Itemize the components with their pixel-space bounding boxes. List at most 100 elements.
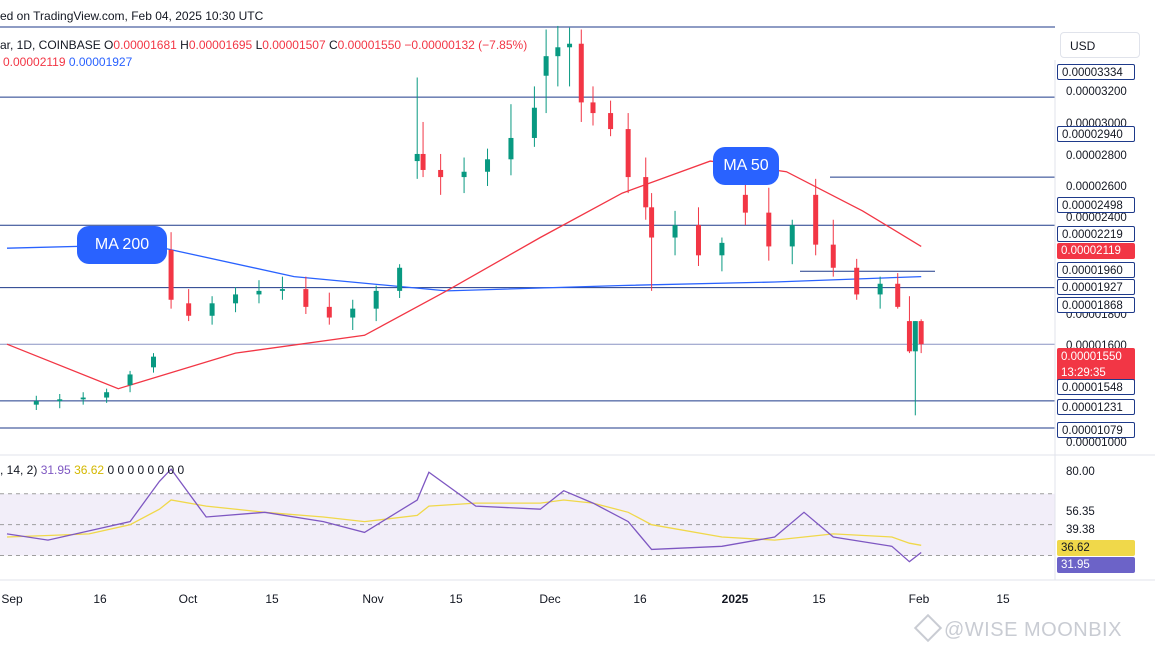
- candle-body: [397, 267, 403, 291]
- candle-body: [590, 102, 596, 114]
- price-level-label: 0.00002119: [1057, 243, 1135, 259]
- candle-body: [279, 289, 285, 291]
- price-tick: 0.00002800: [1066, 150, 1127, 162]
- open-value: 0.00001681: [113, 38, 177, 52]
- candle-body: [643, 177, 649, 208]
- symbol-label[interactable]: ar, 1D, COINBASE: [0, 38, 101, 52]
- time-tick: 16: [633, 592, 647, 606]
- published-info: ed on TradingView.com, Feb 04, 2025 10:3…: [0, 9, 264, 23]
- candle-body: [854, 267, 860, 295]
- watermark-text: @WISE MOONBIX: [944, 619, 1122, 641]
- price-level-label: 0.00001927: [1057, 279, 1135, 295]
- binance-logo-icon: [913, 613, 943, 643]
- price-level-label: 0.00001548: [1057, 379, 1135, 395]
- candle-body: [33, 401, 39, 405]
- candle-body: [649, 207, 655, 238]
- candle-body: [695, 225, 701, 256]
- close-label: C: [329, 38, 338, 52]
- time-tick: 15: [265, 592, 279, 606]
- candle-body: [461, 171, 467, 178]
- price-level-value: 0.00001927: [1062, 282, 1123, 294]
- low-value: 0.00001507: [262, 38, 326, 52]
- rsi-legend-value: 31.95: [40, 463, 71, 477]
- price-level-value: 0.00003334: [1062, 67, 1123, 79]
- rsi-ma-line: [6, 499, 922, 546]
- candle-body: [485, 159, 491, 172]
- price-level-label: 0.00001868: [1057, 297, 1135, 313]
- rsi-ma-legend-value: 36.62: [74, 463, 105, 477]
- candle-body: [906, 321, 912, 352]
- candle-body: [127, 374, 133, 386]
- candle-body: [168, 249, 174, 300]
- price-level-value: 0.00001550: [1061, 351, 1122, 363]
- ma200-annotation: MA 200: [77, 226, 167, 264]
- time-tick: 15: [996, 592, 1010, 606]
- candle-body: [813, 194, 819, 245]
- candle-body: [209, 303, 215, 316]
- time-tick: Nov: [362, 592, 384, 606]
- candle-body: [438, 169, 444, 178]
- time-tick: Sep: [1, 592, 23, 606]
- candle-body: [830, 244, 836, 268]
- time-tick: 16: [93, 592, 107, 606]
- high-label: H: [180, 38, 189, 52]
- price-level-value: 0.00002119: [1061, 245, 1121, 257]
- currency-button[interactable]: USD: [1060, 32, 1140, 58]
- ohlc-legend: ar, 1D, COINBASE O0.00001681 H0.00001695…: [0, 38, 527, 52]
- rsi-params: , 14, 2): [0, 463, 38, 477]
- price-level-value: 0.00001079: [1062, 425, 1123, 437]
- candle-body: [303, 289, 309, 307]
- price-level-label: 0.00002940: [1057, 126, 1135, 142]
- candle-body: [57, 399, 63, 402]
- candle-body: [567, 43, 573, 48]
- candle-body: [895, 283, 901, 307]
- candle-body: [877, 283, 883, 295]
- candle-body: [672, 225, 678, 238]
- price-level-label: 0.00002219: [1057, 226, 1135, 242]
- candle-body: [151, 356, 156, 368]
- candle-body: [608, 113, 614, 130]
- price-tick: 0.00003200: [1066, 86, 1127, 98]
- time-tick: Dec: [539, 592, 561, 606]
- rsi-zero-values: 0 0 0 0 0 0 0 0: [107, 463, 185, 477]
- candle-body: [233, 294, 239, 304]
- candle-body: [256, 290, 262, 295]
- candle-body: [719, 242, 725, 256]
- rsi-ma-price-label: 36.62: [1057, 540, 1135, 556]
- candle-body: [555, 47, 561, 57]
- price-level-value: 0.00002498: [1062, 200, 1123, 212]
- candle-body: [625, 129, 631, 178]
- price-level-label: 0.00003334: [1057, 64, 1135, 80]
- candle-body: [104, 392, 110, 398]
- candle-body: [543, 56, 549, 76]
- price-level-label: 0.00002498: [1057, 197, 1135, 213]
- candle-body: [918, 321, 924, 345]
- ma50-legend-value: 0.00002119: [3, 55, 66, 69]
- candle-body: [531, 107, 537, 138]
- close-value: 0.00001550: [337, 38, 402, 52]
- time-tick: 15: [449, 592, 463, 606]
- candle-body: [350, 308, 356, 318]
- candle-body: [186, 303, 192, 316]
- rsi-band: [0, 493, 1055, 556]
- price-level-value: 0.00001868: [1062, 300, 1123, 312]
- ma200-legend-value: 0.00001927: [68, 55, 133, 69]
- rsi-tick: 80.00: [1066, 466, 1095, 478]
- candle-body: [789, 225, 795, 247]
- time-tick: Feb: [908, 592, 930, 606]
- price-level-label: 0.00001550 13:29:35: [1057, 348, 1135, 382]
- time-tick: 2025: [721, 592, 749, 606]
- low-label: L: [255, 38, 263, 52]
- price-level-value: 0.00002219: [1062, 229, 1123, 241]
- candle-body: [766, 212, 772, 247]
- change-value: −0.00000132 (−7.85%): [404, 38, 528, 52]
- time-tick: 15: [812, 592, 826, 606]
- watermark: @WISE MOONBIX: [913, 613, 1122, 643]
- candle-body: [326, 306, 332, 318]
- price-level-value: 0.00001960: [1062, 265, 1123, 277]
- candle-body: [742, 194, 748, 213]
- rsi-legend: , 14, 2) 31.95 36.62 0 0 0 0 0 0 0 0: [0, 463, 184, 477]
- price-level-value: 0.00001548: [1062, 382, 1123, 394]
- high-value: 0.00001695: [188, 38, 253, 52]
